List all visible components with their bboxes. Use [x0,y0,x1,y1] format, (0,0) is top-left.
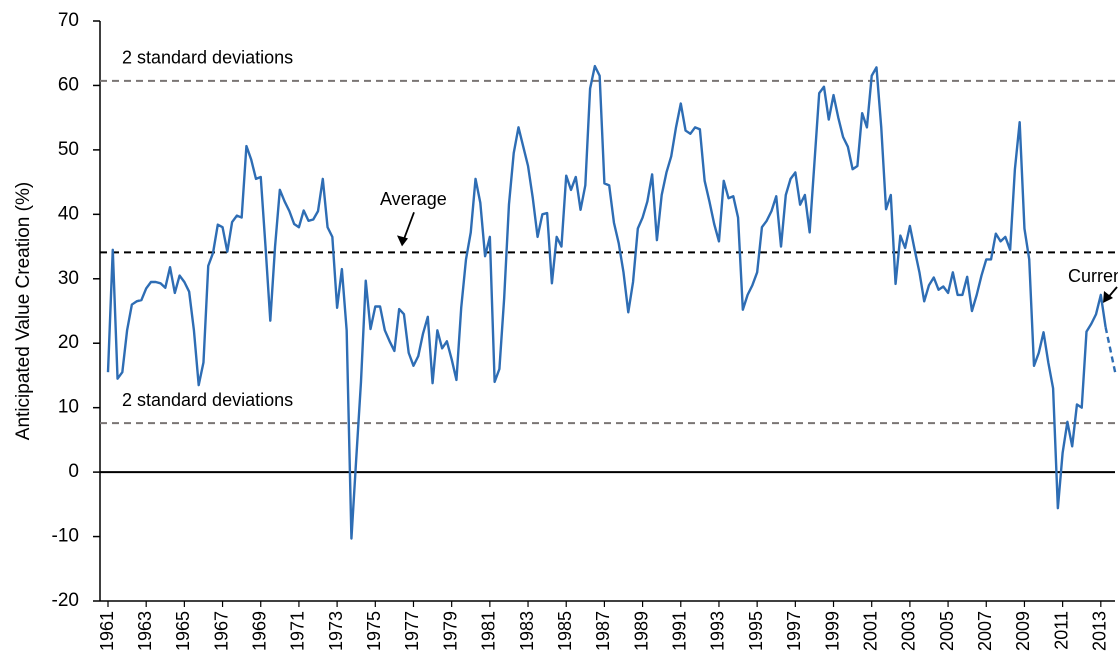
x-tick-label: 1985 [555,611,575,651]
x-tick-label: 1981 [479,611,499,651]
y-tick-label: 70 [58,10,79,31]
annotation-label: Current [1068,266,1118,286]
reference-label: 2 standard deviations [122,390,293,410]
x-tick-label: 1987 [593,611,613,651]
x-tick-label: 2005 [937,611,957,651]
x-tick-label: 1975 [364,611,384,651]
x-tick-label: 1999 [822,611,842,651]
x-tick-label: 1961 [97,611,117,651]
y-tick-label: 10 [58,397,79,418]
y-tick-label: 50 [58,139,79,160]
x-tick-label: 2003 [899,611,919,651]
x-tick-label: 2001 [860,611,880,651]
reference-label: Average [380,189,447,209]
x-tick-label: 1967 [211,611,231,651]
x-tick-label: 1983 [517,611,537,651]
y-tick-label: 0 [68,461,79,482]
x-tick-label: 1973 [326,611,346,651]
x-tick-label: 1963 [135,611,155,651]
x-tick-label: 2009 [1013,611,1033,651]
y-tick-label: 30 [58,268,79,289]
x-tick-label: 2013 [1090,611,1110,651]
x-tick-label: 1965 [173,611,193,651]
y-tick-label: 60 [58,74,79,95]
x-tick-label: 1969 [249,611,269,651]
x-tick-label: 1991 [670,611,690,651]
x-tick-label: 2007 [975,611,995,651]
y-tick-label: -20 [52,590,79,611]
y-tick-label: -10 [52,526,79,547]
x-tick-label: 2011 [1051,611,1071,650]
x-tick-label: 1993 [708,611,728,651]
data-line [106,64,1107,540]
y-tick-label: 40 [58,203,79,224]
x-tick-label: 1997 [784,611,804,651]
y-axis-label: Anticipated Value Creation (%) [13,182,34,440]
data-line [1104,326,1117,373]
y-tick-label: 20 [58,332,79,353]
x-tick-label: 1979 [440,611,460,651]
annotation-arrowhead [1103,291,1113,303]
x-tick-label: 1977 [402,611,422,651]
x-tick-label: 1995 [746,611,766,651]
annotation-arrowhead [397,235,408,247]
reference-label: 2 standard deviations [122,48,293,68]
x-tick-label: 1971 [288,611,308,651]
x-tick-label: 1989 [631,611,651,651]
